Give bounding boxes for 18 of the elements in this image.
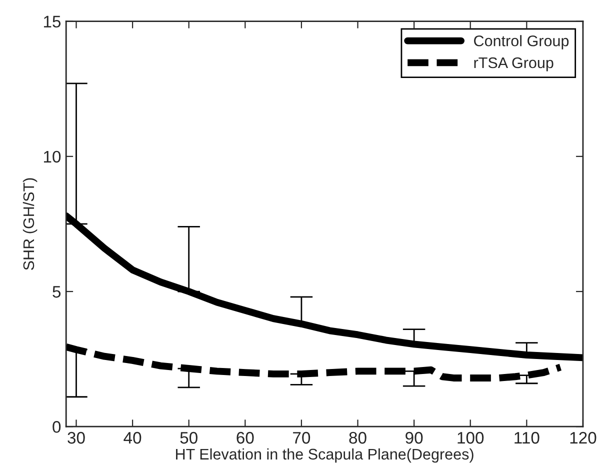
x-tick-label: 30 — [68, 432, 85, 444]
x-tick-label: 40 — [124, 432, 142, 444]
y-tick-label: 15 — [44, 16, 61, 28]
x-tick-label: 120 — [570, 432, 596, 444]
legend-label: Control Group — [474, 35, 569, 50]
y-axis-title: SHR (GH/ST) — [22, 178, 38, 270]
x-tick-label: 50 — [180, 432, 198, 444]
x-tick-label: 70 — [293, 432, 310, 444]
x-tick-label: 60 — [236, 432, 254, 444]
legend-label: rTSA Group — [474, 57, 554, 72]
x-tick-label: 100 — [458, 432, 484, 444]
y-tick-label: 10 — [44, 150, 61, 163]
x-tick-label: 80 — [349, 432, 366, 444]
x-tick-label: 110 — [514, 432, 540, 444]
x-axis-title: HT Elevation in the Scapula Plane(Degrees) — [176, 448, 474, 463]
y-tick-label: 5 — [52, 286, 61, 298]
x-tick-label: 90 — [406, 432, 423, 444]
y-tick-label: 0 — [52, 421, 61, 433]
